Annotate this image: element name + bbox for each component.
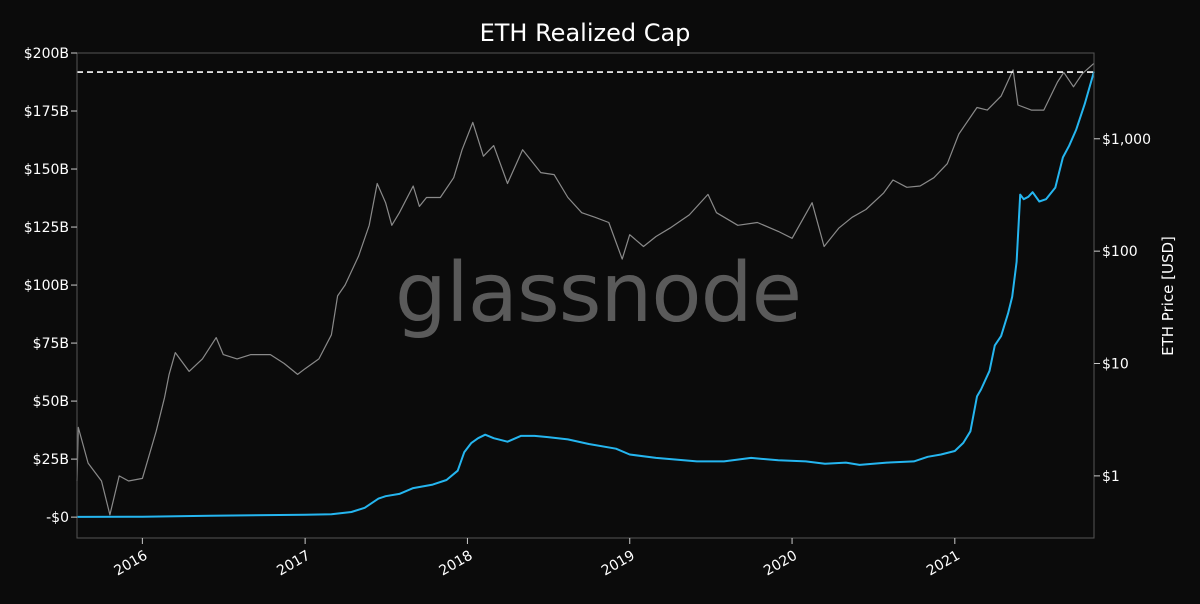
left-axis: -$0 $25B $50B $75B $100B $125B $150B $175B $200B <box>24 46 77 526</box>
right-axis: $1 $10 $100 $1,000 <box>1094 132 1151 485</box>
right-tick-label: $100 <box>1102 244 1138 260</box>
left-tick-label: $175B <box>24 104 69 120</box>
left-tick-label: $125B <box>24 220 69 236</box>
realized-cap-line <box>76 71 1095 518</box>
right-tick-label: $1,000 <box>1102 132 1151 148</box>
left-tick-label: $50B <box>33 394 69 410</box>
right-axis-label: ETH Price [USD] <box>1159 236 1177 356</box>
eth-price-line <box>76 62 1095 516</box>
chart-title: ETH Realized Cap <box>480 19 691 47</box>
series-layer <box>76 62 1095 518</box>
watermark: glassnode <box>395 246 801 341</box>
left-tick-label: $75B <box>33 336 69 352</box>
right-tick-label: $10 <box>1102 357 1129 373</box>
left-tick-label: $150B <box>24 162 69 178</box>
right-tick-label: $1 <box>1102 469 1120 485</box>
left-tick-label: $25B <box>33 452 69 468</box>
left-tick-label: $200B <box>24 46 69 62</box>
left-tick-label: -$0 <box>46 510 69 526</box>
left-tick-label: $100B <box>24 278 69 294</box>
plot-frame <box>76 52 1095 539</box>
